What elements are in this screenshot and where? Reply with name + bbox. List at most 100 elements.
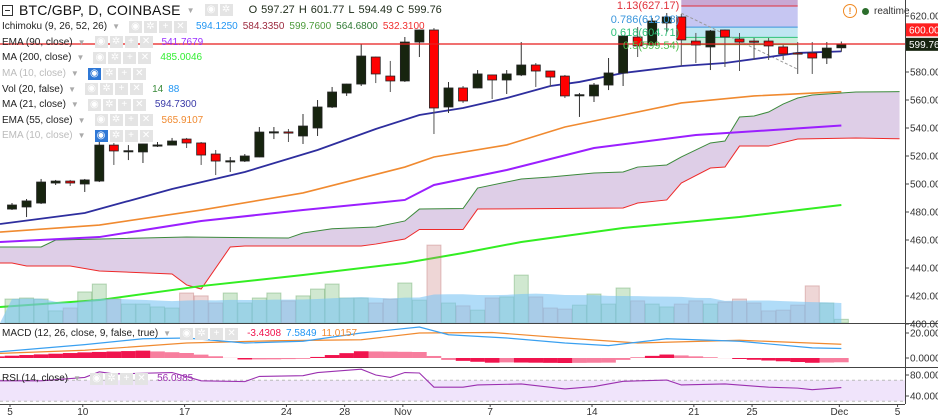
candle[interactable] [589, 83, 599, 102]
candle[interactable] [472, 70, 483, 89]
eye-icon[interactable]: ◉ [93, 51, 107, 64]
indicator-label[interactable]: MACD (12, 26, close, 9, false, true) [2, 328, 159, 340]
candle[interactable] [821, 42, 832, 65]
candle[interactable] [370, 56, 381, 84]
candle[interactable] [807, 42, 818, 74]
eye-icon[interactable]: ◉ [94, 129, 108, 142]
gear-icon[interactable]: ✲ [195, 327, 209, 340]
plus-icon[interactable]: + [158, 20, 172, 33]
collapse-icon[interactable] [2, 4, 13, 16]
gear-icon[interactable]: ✲ [109, 114, 123, 127]
indicator-label[interactable]: MA (10, close) [2, 68, 66, 80]
indicator-label[interactable]: RSI (14, close) [2, 373, 69, 385]
eye-icon[interactable]: ◉ [128, 20, 142, 33]
candle[interactable] [530, 63, 541, 87]
chevron-down-icon[interactable]: ▼ [70, 100, 79, 110]
candle[interactable] [268, 127, 279, 140]
candle[interactable] [720, 29, 730, 67]
plus-icon[interactable]: + [124, 36, 138, 49]
candle[interactable] [632, 27, 643, 58]
alert-price-tag[interactable] [906, 23, 938, 37]
gear-icon[interactable]: ✲ [219, 4, 233, 16]
eye-icon[interactable]: ◉ [94, 36, 108, 49]
candle[interactable] [65, 179, 76, 186]
candle[interactable] [341, 83, 352, 96]
candle[interactable] [487, 74, 498, 100]
gear-icon[interactable]: ✲ [108, 51, 122, 64]
candle[interactable] [210, 149, 221, 176]
candle[interactable] [225, 156, 236, 172]
candle[interactable] [545, 70, 556, 87]
close-icon[interactable]: ✕ [173, 20, 187, 33]
close-icon[interactable]: ✕ [132, 67, 146, 80]
candle[interactable] [647, 17, 658, 46]
candle[interactable] [283, 128, 294, 142]
candle[interactable] [676, 14, 687, 66]
candle[interactable] [385, 60, 396, 93]
chevron-down-icon[interactable]: ▼ [73, 374, 82, 384]
plus-icon[interactable]: + [117, 67, 131, 80]
close-icon[interactable]: ✕ [132, 98, 146, 111]
close-icon[interactable]: ✕ [139, 114, 153, 127]
candle[interactable] [21, 198, 32, 218]
plus-icon[interactable]: + [210, 327, 224, 340]
exclamation-circle-icon[interactable]: ! [843, 4, 857, 18]
candle[interactable] [690, 32, 701, 64]
chevron-down-icon[interactable]: ▼ [112, 22, 120, 32]
candle[interactable] [603, 58, 614, 91]
chevron-down-icon[interactable]: ▼ [186, 5, 195, 15]
candle[interactable] [36, 178, 46, 205]
indicator-row[interactable]: Ichimoku (9, 26, 52, 26) ▼ ◉ ✲ + ✕ 594.1250 584… [2, 19, 442, 35]
candle[interactable] [94, 139, 105, 183]
candle[interactable] [123, 145, 134, 161]
chevron-down-icon[interactable]: ▼ [77, 115, 86, 125]
gear-icon[interactable]: ✲ [105, 372, 119, 385]
indicator-row[interactable]: EMA (55, close) ▼ ◉ ✲ + ✕ 565.9107 [2, 113, 442, 129]
chevron-down-icon[interactable]: ▼ [77, 131, 86, 141]
candle[interactable] [181, 137, 192, 149]
plus-icon[interactable]: + [124, 129, 138, 142]
fib-trend-line[interactable] [681, 12, 798, 70]
indicator-row[interactable]: EMA (90, close) ▼ ◉ ✲ + ✕ 541.7679 [2, 35, 442, 51]
indicator-label[interactable]: EMA (10, close) [2, 130, 73, 142]
eye-icon[interactable]: ◉ [180, 327, 194, 340]
indicator-label[interactable]: MA (21, close) [2, 99, 66, 111]
indicator-label[interactable]: MA (200, close) [2, 52, 72, 64]
candle[interactable] [298, 114, 308, 144]
plus-icon[interactable]: + [115, 83, 129, 96]
candles[interactable] [7, 13, 847, 218]
plus-icon[interactable]: + [123, 51, 137, 64]
candle[interactable] [327, 86, 338, 108]
candle[interactable] [734, 32, 745, 72]
indicator-row[interactable]: Vol (20, false) ▼ ◉ ✲ + ✕ 14 88 [2, 81, 442, 97]
symbol-title[interactable]: BTC/GBP, D, COINBASE [19, 2, 181, 18]
indicator-label[interactable]: Ichimoku (9, 26, 52, 26) [2, 21, 108, 33]
indicator-row[interactable]: MA (200, close) ▼ ◉ ✲ + ✕ 485.0046 [2, 50, 442, 66]
chevron-down-icon[interactable]: ▼ [76, 53, 85, 63]
close-icon[interactable]: ✕ [135, 372, 149, 385]
chevron-down-icon[interactable]: ▼ [77, 37, 86, 47]
indicator-row[interactable]: MACD (12, 26, close, 9, false, true) ▼ ◉ ✲ +… [2, 326, 357, 342]
gear-icon[interactable]: ✲ [143, 20, 157, 33]
candle[interactable] [108, 142, 119, 165]
chevron-down-icon[interactable]: ▼ [70, 69, 79, 79]
eye-icon[interactable]: ◉ [204, 4, 218, 16]
candle[interactable] [254, 127, 265, 158]
candle[interactable] [836, 41, 847, 52]
eye-icon[interactable]: ◉ [90, 372, 104, 385]
close-icon[interactable]: ✕ [138, 51, 152, 64]
candle[interactable] [516, 42, 527, 77]
gear-icon[interactable]: ✲ [102, 67, 116, 80]
close-icon[interactable]: ✕ [130, 83, 144, 96]
candle[interactable] [778, 44, 789, 60]
indicator-label[interactable]: EMA (90, close) [2, 36, 73, 48]
candle[interactable] [458, 86, 468, 103]
candle[interactable] [167, 137, 177, 146]
chevron-down-icon[interactable]: ▼ [163, 329, 172, 339]
eye-icon[interactable]: ◉ [85, 83, 99, 96]
candle[interactable] [50, 179, 61, 185]
chevron-down-icon[interactable]: ▼ [68, 84, 77, 94]
eye-icon[interactable]: ◉ [94, 114, 108, 127]
candle[interactable] [501, 70, 512, 94]
